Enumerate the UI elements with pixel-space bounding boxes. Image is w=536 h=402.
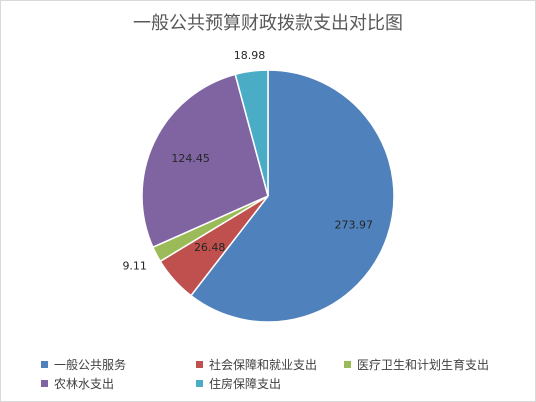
legend-swatch <box>196 361 203 368</box>
data-label-4: 124.45 <box>171 152 210 165</box>
data-label-2: 26.48 <box>194 241 226 254</box>
legend-label: 农林水支出 <box>54 377 115 391</box>
legend-item-1: 一般公共服务 <box>41 356 126 373</box>
legend-label: 医疗卫生和计划生育支出 <box>357 358 490 372</box>
data-label-3: 9.11 <box>122 260 147 273</box>
legend-label: 社会保障和就业支出 <box>209 358 318 372</box>
legend-item-5: 住房保障支出 <box>196 375 281 392</box>
data-label-1: 273.97 <box>335 218 374 231</box>
pie-slice-1 <box>189 69 395 323</box>
pie-slice-4 <box>141 73 269 249</box>
pie-slice-5 <box>234 69 269 197</box>
legend-label: 住房保障支出 <box>209 377 282 391</box>
legend-swatch <box>41 361 48 368</box>
chart-title: 一般公共预算财政拨款支出对比图 <box>133 13 403 34</box>
legend-item-3: 医疗卫生和计划生育支出 <box>344 356 489 373</box>
legend-label: 一般公共服务 <box>54 358 127 372</box>
data-label-5: 18.98 <box>234 49 266 62</box>
legend-swatch <box>196 380 203 387</box>
legend-swatch <box>344 361 351 368</box>
legend-item-2: 社会保障和就业支出 <box>196 356 317 373</box>
legend-swatch <box>41 380 48 387</box>
legend-item-4: 农林水支出 <box>41 375 114 392</box>
